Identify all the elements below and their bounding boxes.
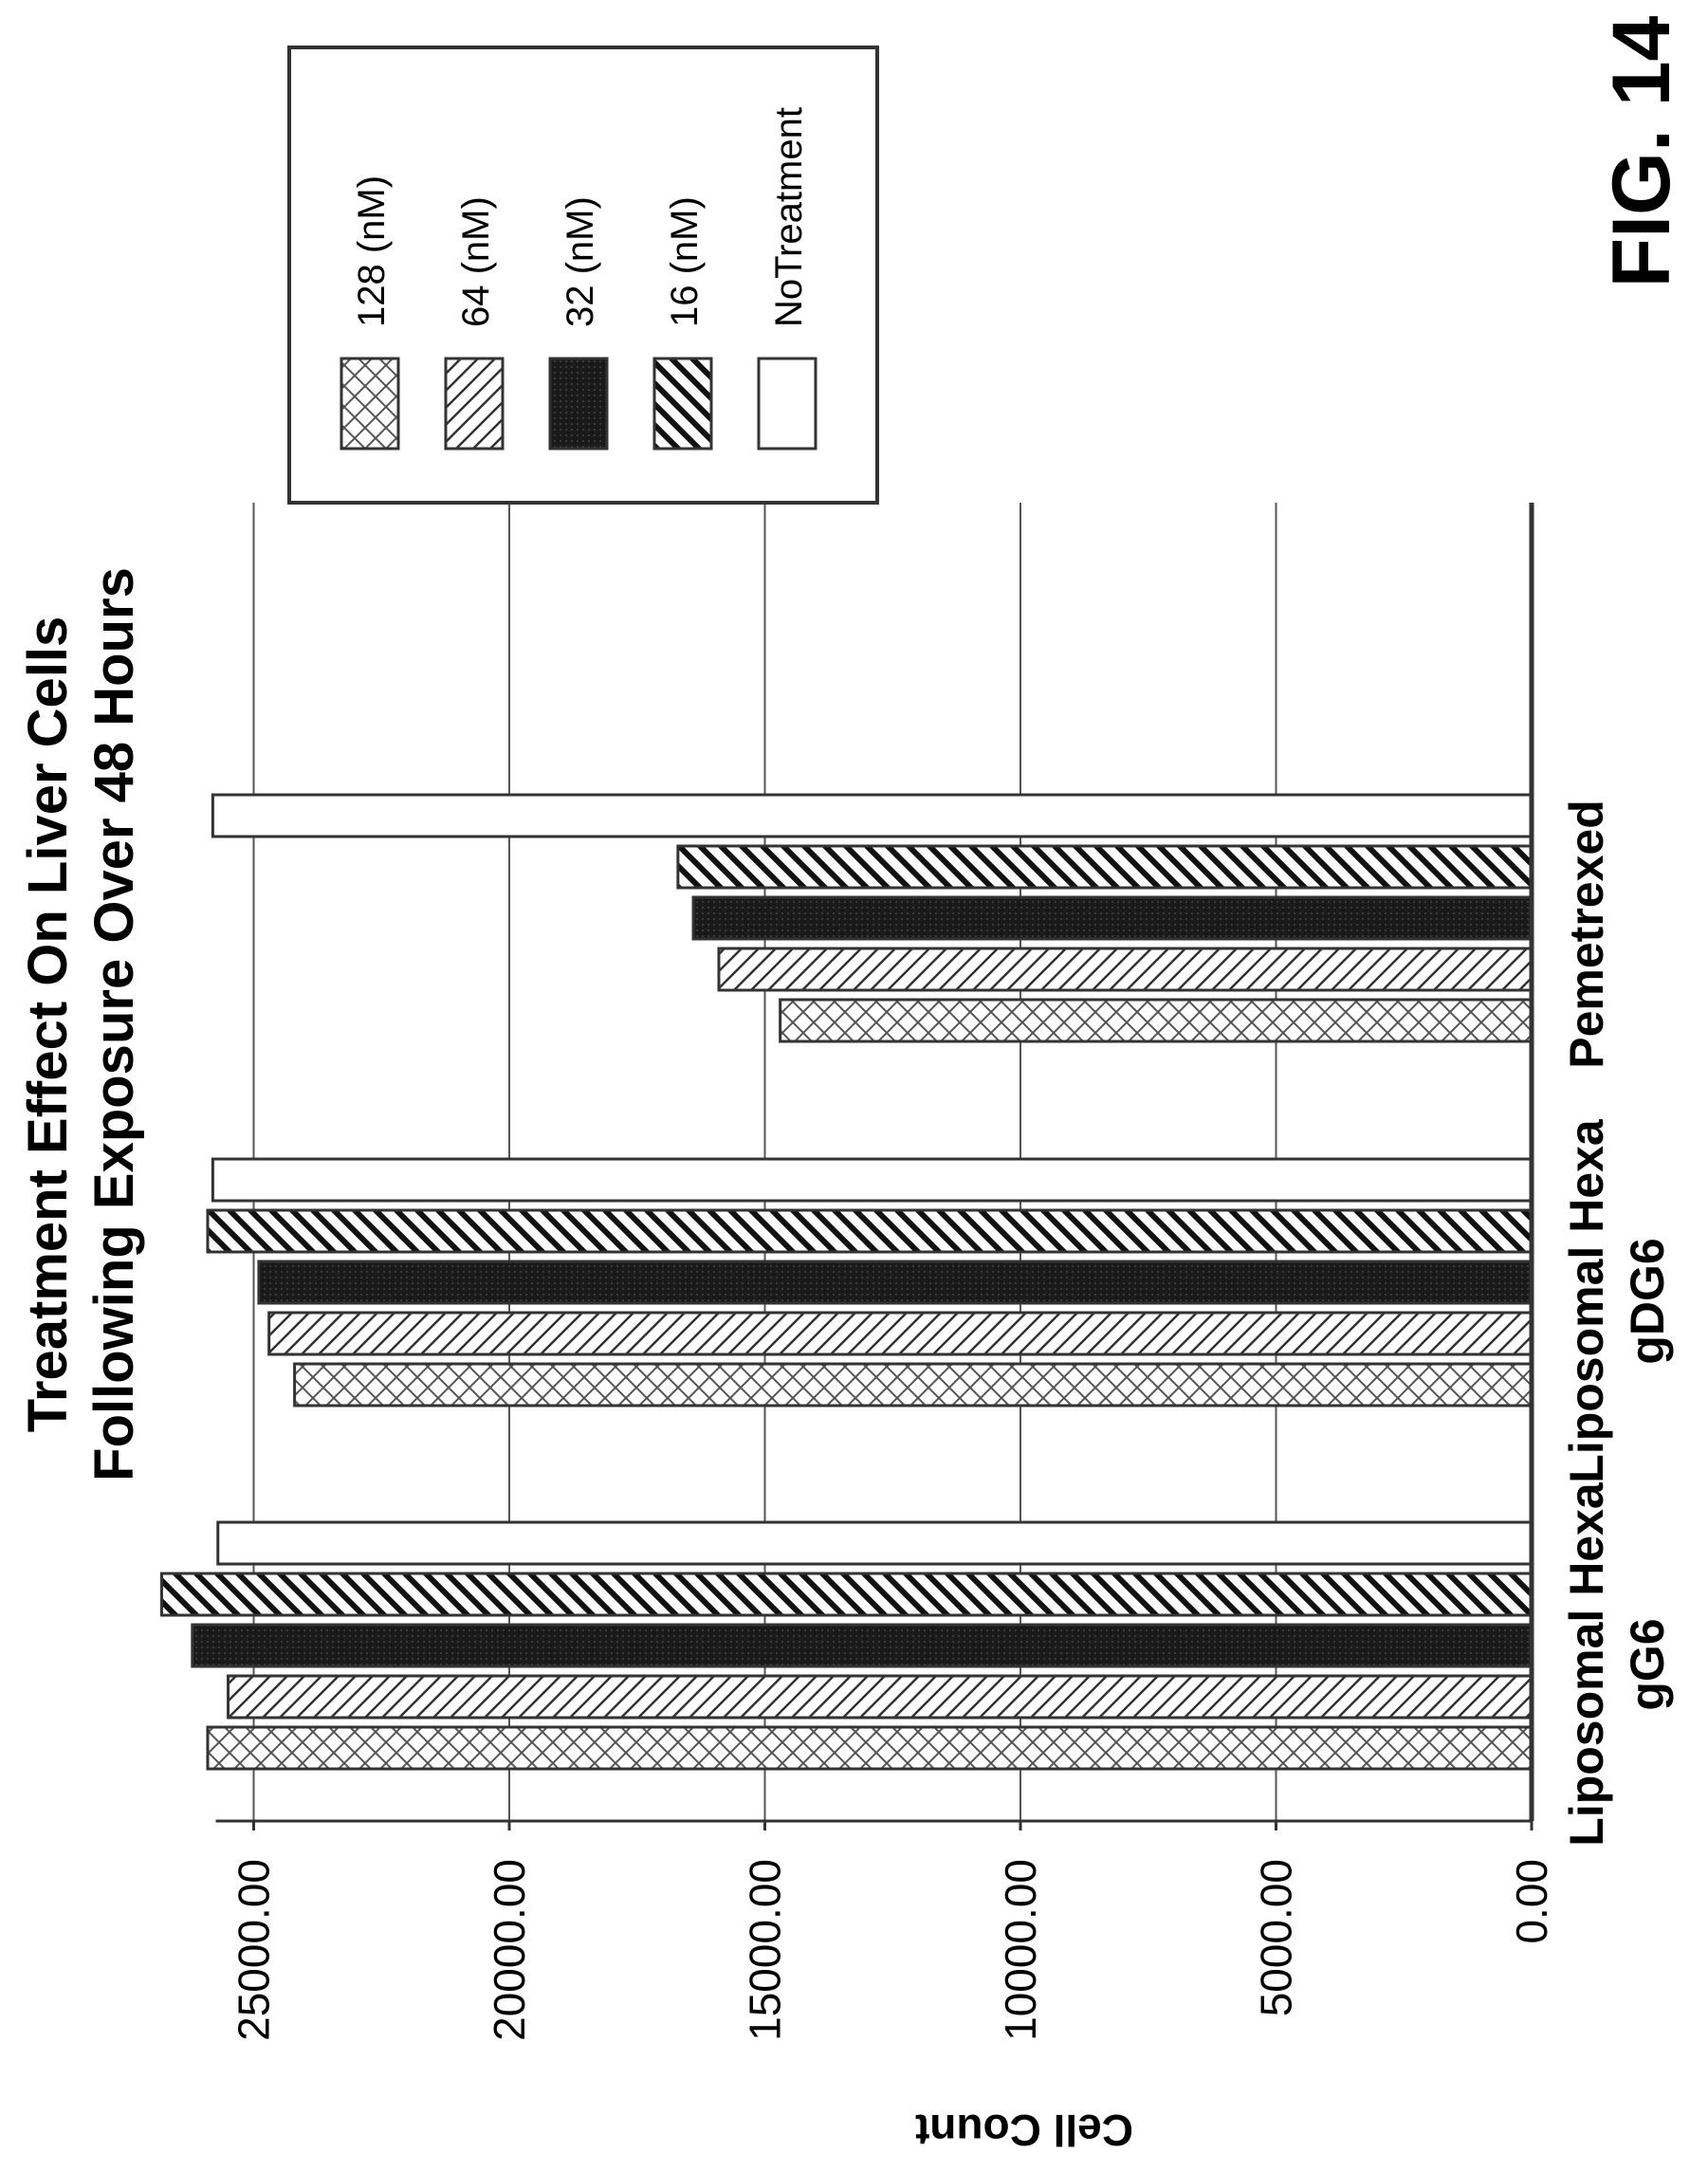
category-label: gG6 [1621, 1618, 1674, 1710]
category-label: Pemetrexed [1560, 800, 1613, 1069]
legend-swatch [444, 357, 505, 451]
bar-group [211, 793, 1534, 1043]
y-tick-label: 5000.00 [1252, 1859, 1301, 2016]
y-axis-label: Cell Count [915, 2106, 1133, 2155]
bar [211, 1157, 1534, 1203]
chart-title: Treatment Effect On Liver Cells Followin… [17, 567, 145, 1481]
chart-title-line-1: Treatment Effect On Liver Cells [17, 616, 79, 1433]
legend-label: NoTreatment [768, 107, 810, 327]
category-label: Liposomal Hexa [1560, 1481, 1613, 1847]
bar-group [206, 1157, 1534, 1407]
legend-swatch [757, 357, 817, 451]
bar [717, 947, 1534, 992]
bar [293, 1362, 1534, 1407]
bar [267, 1311, 1534, 1356]
legend-swatch [340, 357, 400, 451]
y-tick-label: 10000.00 [996, 1859, 1045, 2041]
axes [215, 503, 1534, 1823]
bar [676, 844, 1534, 890]
legend-label: 64 (nM) [455, 196, 497, 327]
bar [211, 793, 1534, 838]
bar [257, 1260, 1534, 1305]
bar [191, 1623, 1534, 1668]
chart-title-line-2: Following Exposure Over 48 Hours [83, 567, 145, 1481]
legend-swatch [652, 357, 713, 451]
bars [159, 793, 1534, 1771]
y-axis-ticks: 0.00 5000.00 10000.00 15000.00 20000.00 25000… [230, 1821, 1556, 2041]
bar [206, 1725, 1534, 1771]
bar [206, 1208, 1534, 1254]
category-label: gDG6 [1621, 1238, 1674, 1364]
legend: 128 (nM) 64 (nM) 32 (nM) 16 (nM) NoTreatment [287, 46, 879, 505]
legend-label: 32 (nM) [560, 196, 601, 327]
legend-label: 128 (nM) [351, 175, 393, 327]
legend-label: 16 (nM) [664, 196, 706, 327]
bar [227, 1674, 1534, 1720]
bar [159, 1572, 1534, 1617]
category-label: Liposomal Hexa [1560, 1118, 1613, 1483]
bar [779, 998, 1534, 1043]
bar [691, 895, 1534, 941]
figure-label: FIG. 14 [1596, 15, 1687, 287]
legend-swatch [548, 357, 609, 451]
y-tick-label: 15000.00 [741, 1859, 790, 2041]
y-tick-label: 25000.00 [230, 1859, 279, 2041]
bar-group [159, 1520, 1534, 1771]
y-tick-label: 0.00 [1507, 1859, 1556, 1944]
y-tick-label: 20000.00 [485, 1859, 534, 2041]
bar [216, 1520, 1534, 1566]
